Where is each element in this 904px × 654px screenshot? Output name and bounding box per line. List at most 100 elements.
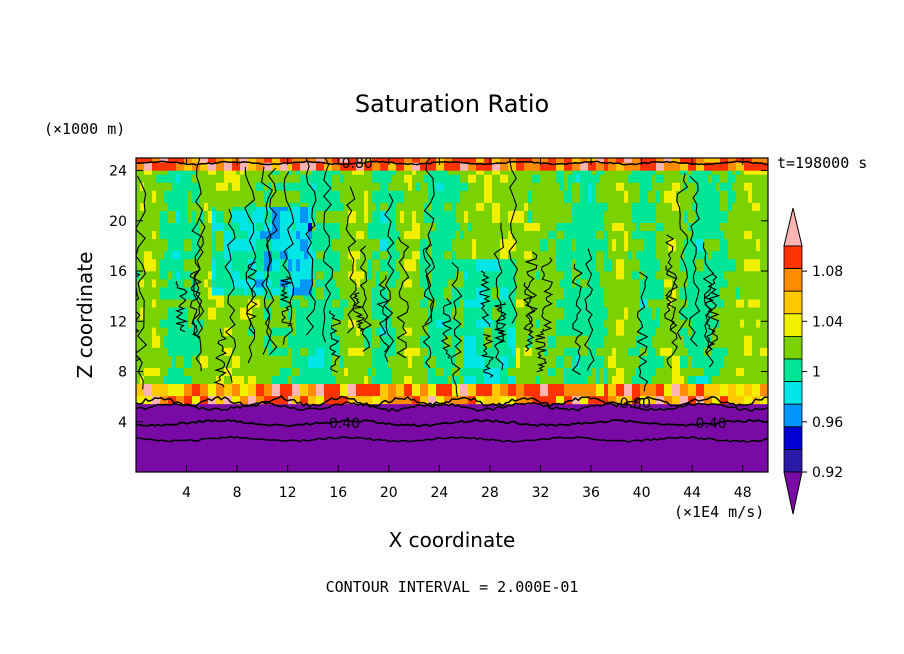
field-cell — [540, 323, 557, 328]
field-cell — [588, 343, 605, 348]
field-cell — [420, 242, 429, 248]
field-cell — [612, 246, 617, 252]
field-cell — [272, 335, 289, 340]
field-cell — [204, 206, 209, 211]
field-cell — [292, 315, 297, 320]
field-cell — [612, 266, 617, 272]
field-cell — [256, 238, 273, 244]
field-cell — [680, 306, 713, 312]
field-cell — [452, 202, 457, 207]
field-cell — [672, 355, 681, 360]
field-cell — [216, 258, 229, 264]
field-cell — [172, 186, 201, 191]
field-cell — [332, 174, 341, 179]
field-cell — [696, 383, 705, 389]
field-cell — [588, 379, 597, 385]
field-cell — [572, 206, 609, 211]
field-cell — [672, 359, 681, 364]
field-cell — [428, 315, 453, 320]
field-cell — [172, 359, 177, 364]
field-cell — [292, 391, 301, 397]
field-cell — [356, 210, 365, 215]
field-cell — [624, 242, 629, 248]
field-cell — [756, 242, 761, 248]
field-cell — [156, 278, 169, 284]
field-cell — [588, 282, 601, 288]
field-cell — [656, 210, 685, 215]
field-cell — [704, 246, 721, 252]
field-cell — [380, 214, 389, 219]
field-cell — [688, 379, 697, 385]
field-cell — [160, 234, 201, 240]
field-cell — [464, 214, 469, 219]
field-cell — [444, 162, 461, 167]
field-cell — [580, 186, 589, 191]
field-cell — [680, 286, 721, 292]
field-cell — [224, 246, 257, 252]
contour-line-interior — [396, 236, 410, 359]
field-cell — [280, 387, 293, 393]
field-cell — [372, 218, 381, 224]
field-cell — [468, 178, 477, 183]
field-cell — [160, 294, 201, 300]
field-cell — [324, 355, 333, 360]
field-cell — [272, 166, 281, 171]
field-cell — [192, 383, 201, 389]
field-cell — [160, 266, 185, 272]
field-cell — [280, 383, 293, 389]
field-cell — [624, 327, 641, 332]
field-cell — [308, 210, 313, 215]
field-cell — [508, 294, 517, 300]
field-cell — [720, 174, 729, 179]
field-cell — [240, 395, 249, 401]
field-cell — [464, 351, 477, 356]
field-cell — [272, 310, 289, 316]
field-cell — [388, 282, 397, 288]
field-cell — [452, 254, 457, 260]
field-cell — [420, 347, 429, 352]
field-cell — [612, 351, 617, 356]
field-cell — [308, 387, 317, 393]
field-cell — [428, 186, 437, 191]
field-cell — [468, 214, 493, 219]
field-cell — [288, 166, 293, 171]
field-cell — [292, 158, 317, 163]
field-cell — [388, 214, 397, 219]
field-cell — [232, 234, 249, 240]
field-cell — [380, 383, 389, 389]
field-cell — [576, 178, 581, 183]
field-cell — [316, 290, 325, 296]
field-cell — [572, 186, 581, 191]
field-cell — [444, 371, 453, 376]
field-cell — [660, 310, 681, 316]
field-cell — [168, 395, 177, 401]
field-cell — [752, 399, 761, 405]
field-cell — [624, 270, 633, 276]
field-cell — [500, 262, 517, 268]
field-cell — [680, 202, 693, 207]
field-cell — [136, 162, 145, 167]
field-cell — [356, 218, 365, 224]
field-cell — [136, 387, 145, 393]
field-cell — [156, 302, 217, 308]
field-cell — [736, 383, 745, 389]
field-cell — [512, 351, 517, 356]
field-cell — [212, 290, 225, 296]
field-cell — [564, 230, 597, 236]
field-cell — [352, 266, 357, 272]
field-cell — [312, 270, 317, 276]
field-cell — [476, 242, 501, 248]
field-cell — [232, 210, 249, 215]
field-cell — [528, 218, 533, 224]
contour-line-0.2 — [136, 435, 768, 443]
field-cell — [608, 383, 617, 389]
field-cell — [548, 371, 557, 376]
field-cell — [744, 182, 753, 187]
field-cell — [652, 335, 685, 340]
field-cell — [136, 335, 153, 340]
field-cell — [252, 290, 265, 296]
colorbar-swatch — [783, 313, 803, 337]
field-cell — [308, 363, 325, 368]
field-cell — [532, 347, 545, 352]
field-cell — [388, 218, 397, 224]
